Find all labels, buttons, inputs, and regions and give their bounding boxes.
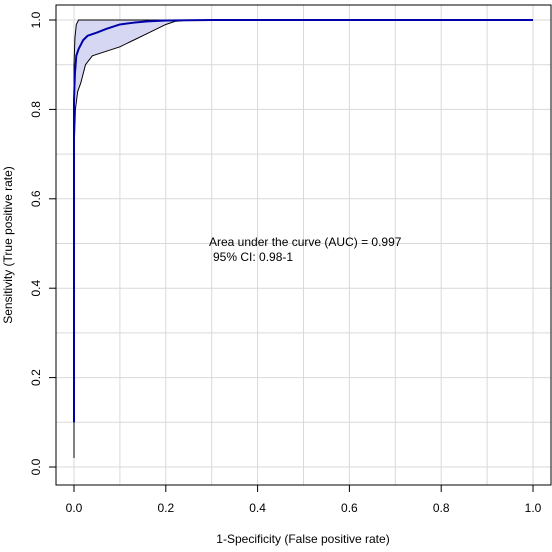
x-axis: 0.0 0.2 0.4 0.6 0.8 1.0	[66, 485, 542, 515]
x-tick-label: 0.2	[157, 501, 174, 515]
x-tick-label: 0.4	[249, 501, 266, 515]
ci-annotation: 95% CI: 0.98-1	[213, 250, 293, 264]
y-axis: 0.0 0.2 0.4 0.6 0.8 1.0	[29, 11, 56, 475]
y-axis-label: Sensitivity (True positive rate)	[1, 166, 15, 324]
y-tick-label: 0.2	[29, 369, 43, 386]
roc-curve-line	[73, 19, 533, 423]
y-tick-label: 0.6	[29, 190, 43, 207]
x-tick-label: 0.6	[341, 501, 358, 515]
auc-annotation: Area under the curve (AUC) = 0.997	[209, 235, 402, 249]
y-tick-label: 0.8	[29, 101, 43, 118]
x-tick-label: 0.8	[433, 501, 450, 515]
x-tick-label: 1.0	[525, 501, 542, 515]
plot-frame	[55, 4, 552, 486]
x-tick-label: 0.0	[66, 501, 83, 515]
x-axis-label: 1-Specificity (False positive rate)	[216, 532, 389, 546]
y-tick-label: 0.0	[29, 458, 43, 475]
y-tick-label: 0.4	[29, 280, 43, 297]
y-tick-label: 1.0	[29, 11, 43, 28]
